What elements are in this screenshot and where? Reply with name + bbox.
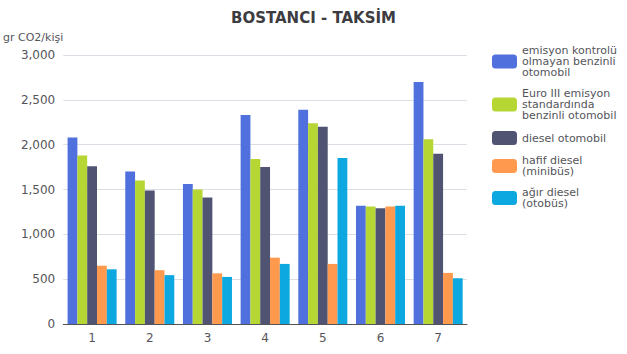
svg-text:BOSTANCI - TAKSİM: BOSTANCI - TAKSİM: [231, 8, 396, 27]
svg-text:1: 1: [88, 331, 96, 345]
svg-text:3,000: 3,000: [21, 48, 55, 62]
svg-text:standardında: standardında: [522, 98, 595, 111]
svg-text:1,500: 1,500: [21, 183, 55, 197]
svg-text:2,500: 2,500: [21, 93, 55, 107]
svg-text:diesel otomobil: diesel otomobil: [522, 132, 606, 145]
svg-text:gr CO2/kişi: gr CO2/kişi: [3, 31, 63, 44]
svg-text:(otobüs): (otobüs): [522, 197, 568, 210]
svg-text:1,000: 1,000: [21, 227, 55, 241]
svg-text:ağır diesel: ağır diesel: [522, 186, 580, 199]
svg-text:otomobil: otomobil: [522, 66, 570, 79]
svg-text:7: 7: [434, 331, 442, 345]
svg-text:emisyon kontrolü: emisyon kontrolü: [522, 44, 617, 57]
svg-text:Euro III emisyon: Euro III emisyon: [522, 87, 611, 100]
svg-text:3: 3: [204, 331, 212, 345]
svg-text:(minibüs): (minibüs): [522, 165, 574, 178]
svg-text:6: 6: [377, 331, 385, 345]
svg-text:benzinli otomobil: benzinli otomobil: [522, 109, 616, 122]
svg-text:0: 0: [48, 317, 56, 331]
svg-text:olmayan benzinli: olmayan benzinli: [522, 55, 616, 68]
svg-text:4: 4: [261, 331, 269, 345]
svg-text:5: 5: [319, 331, 327, 345]
svg-text:2: 2: [146, 331, 154, 345]
svg-text:500: 500: [32, 272, 55, 286]
svg-text:2,000: 2,000: [21, 138, 55, 152]
svg-text:hafif diesel: hafif diesel: [522, 154, 583, 167]
